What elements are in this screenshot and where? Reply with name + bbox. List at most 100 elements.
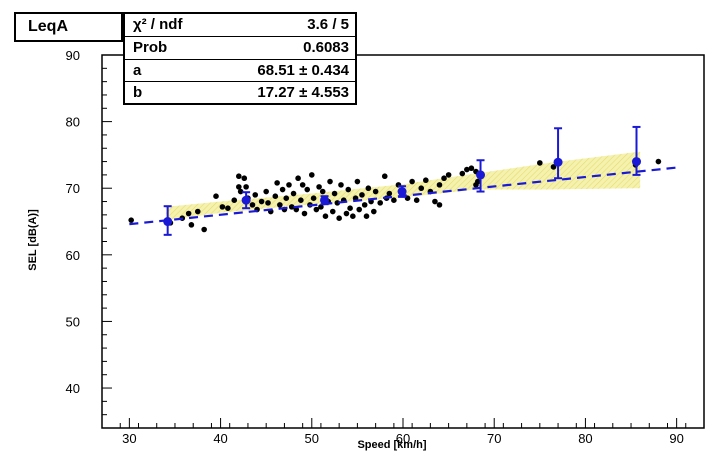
data-point bbox=[316, 184, 322, 190]
data-point bbox=[432, 198, 438, 205]
data-point bbox=[225, 205, 231, 211]
data-point bbox=[381, 173, 388, 180]
stats-value: 0.6083 bbox=[303, 39, 349, 56]
x-axis-title: Speed [km/h] bbox=[357, 439, 426, 451]
data-point bbox=[365, 185, 372, 192]
data-point bbox=[236, 184, 242, 190]
x-tick-label: 80 bbox=[578, 431, 592, 446]
data-point bbox=[423, 177, 429, 184]
x-tick-label: 50 bbox=[305, 431, 319, 446]
data-point bbox=[418, 185, 425, 192]
data-point bbox=[313, 206, 320, 213]
data-point bbox=[441, 175, 447, 182]
data-point bbox=[345, 186, 352, 193]
data-point bbox=[371, 208, 377, 215]
stats-row-prob: Prob 0.6083 bbox=[125, 36, 355, 59]
y-tick-label: 70 bbox=[66, 181, 80, 196]
data-point bbox=[319, 188, 326, 195]
data-point bbox=[361, 202, 368, 208]
data-point bbox=[279, 186, 286, 193]
profile-point bbox=[397, 187, 407, 197]
data-point bbox=[464, 166, 470, 173]
data-point bbox=[252, 192, 259, 198]
data-point bbox=[201, 226, 207, 233]
y-tick-label: 80 bbox=[66, 115, 80, 130]
chart-title: LeqA bbox=[14, 12, 123, 42]
data-point bbox=[550, 164, 557, 170]
data-point bbox=[288, 204, 295, 210]
data-point bbox=[194, 208, 201, 215]
data-point bbox=[243, 184, 249, 190]
data-point bbox=[241, 175, 248, 182]
data-point bbox=[327, 178, 333, 185]
data-point bbox=[655, 158, 662, 165]
data-point bbox=[537, 160, 543, 166]
data-point bbox=[219, 204, 226, 210]
data-point bbox=[249, 202, 256, 208]
data-point bbox=[308, 172, 315, 178]
stats-row-a: a 68.51 ± 0.434 bbox=[125, 59, 355, 82]
data-point bbox=[213, 193, 219, 200]
x-tick-label: 90 bbox=[669, 431, 683, 446]
y-axis-title: SEL [dB(A)] bbox=[27, 209, 39, 271]
y-tick-label: 50 bbox=[66, 314, 80, 329]
stats-key: χ² / ndf bbox=[133, 16, 183, 33]
data-point bbox=[386, 190, 393, 197]
data-point bbox=[310, 195, 317, 202]
stats-key: a bbox=[133, 62, 142, 79]
plot-frame bbox=[101, 54, 705, 429]
data-point bbox=[283, 195, 290, 202]
data-point bbox=[409, 178, 415, 185]
data-point bbox=[231, 197, 238, 204]
stats-value: 68.51 ± 0.434 bbox=[257, 62, 349, 79]
data-point bbox=[277, 202, 283, 208]
data-point bbox=[265, 200, 271, 206]
profile-point bbox=[320, 195, 330, 205]
axes: 30 40 50 60 70 80 90 40 50 60 70 80 90 bbox=[66, 48, 705, 446]
data-point bbox=[445, 172, 452, 178]
profile-point bbox=[632, 157, 642, 167]
data-point bbox=[318, 204, 324, 210]
data-point bbox=[404, 195, 411, 202]
data-point bbox=[185, 210, 192, 217]
data-point bbox=[329, 208, 336, 215]
data-point bbox=[258, 198, 265, 205]
data-point bbox=[272, 193, 279, 200]
x-tick-label: 30 bbox=[122, 431, 136, 446]
data-point bbox=[263, 188, 269, 195]
stats-key: b bbox=[133, 84, 143, 101]
profile-point bbox=[241, 195, 251, 205]
y-tick-label: 40 bbox=[66, 381, 80, 396]
stats-box: χ² / ndf 3.6 / 5 Prob 0.6083 a 68.51 ± 0… bbox=[123, 12, 357, 105]
data-point bbox=[274, 180, 280, 186]
data-point bbox=[236, 173, 242, 180]
data-point bbox=[301, 210, 308, 217]
data-point bbox=[188, 222, 195, 228]
data-point bbox=[128, 217, 134, 223]
data-point bbox=[459, 170, 466, 177]
data-point bbox=[363, 213, 370, 219]
data-point bbox=[377, 200, 383, 206]
profile-point bbox=[163, 217, 173, 227]
data-point bbox=[286, 182, 292, 188]
stats-value: 3.6 / 5 bbox=[307, 16, 349, 33]
data-point bbox=[347, 205, 353, 211]
data-point bbox=[295, 175, 301, 182]
data-point bbox=[354, 178, 361, 185]
data-point bbox=[338, 182, 344, 188]
data-point bbox=[336, 215, 342, 221]
data-point bbox=[298, 197, 304, 204]
data-point bbox=[290, 190, 297, 197]
data-point bbox=[331, 190, 338, 197]
y-tick-label: 60 bbox=[66, 248, 80, 263]
stats-row-b: b 17.27 ± 4.553 bbox=[125, 81, 355, 104]
profile-point bbox=[553, 157, 563, 167]
profile-points bbox=[163, 125, 642, 236]
data-point bbox=[304, 186, 311, 193]
stats-key: Prob bbox=[133, 39, 168, 56]
data-point bbox=[436, 182, 443, 188]
profile-point bbox=[476, 170, 486, 180]
data-point bbox=[468, 165, 475, 172]
data-point bbox=[322, 213, 329, 219]
